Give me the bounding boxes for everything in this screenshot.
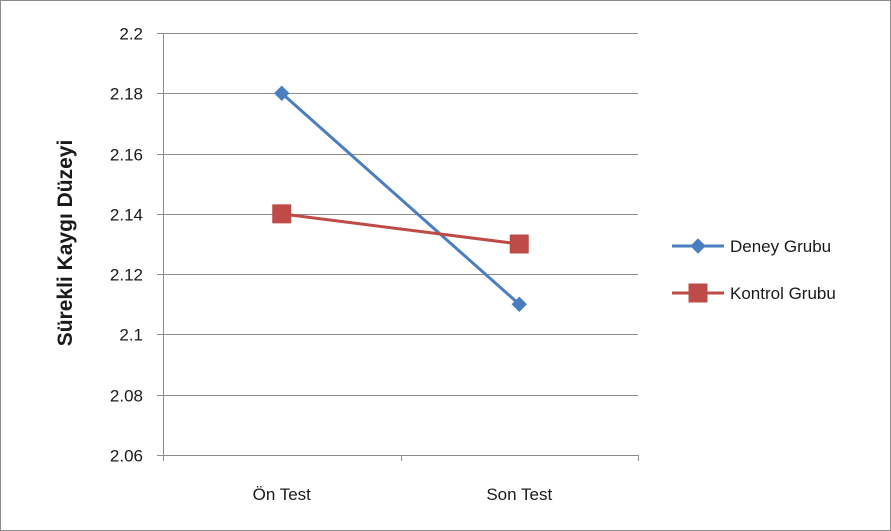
legend[interactable]: Deney Grubu Kontrol Grubu (672, 237, 836, 303)
series-line-0 (280, 92, 521, 306)
y-tick-label-0: 2.06 (110, 447, 143, 466)
y-tick-label-7: 2.2 (119, 25, 143, 44)
data-point-1-1 (509, 234, 529, 254)
data-point-1-0 (272, 204, 292, 224)
data-point-0-0 (274, 85, 290, 101)
x-tick-label-0: Ön Test (253, 485, 312, 504)
y-tick-label-4: 2.14 (110, 206, 143, 225)
legend-label-0: Deney Grubu (730, 237, 831, 256)
gridlines (163, 33, 638, 396)
y-tick-label-3: 2.12 (110, 266, 143, 285)
legend-item-1[interactable]: Kontrol Grubu (672, 283, 836, 303)
y-axis-label: Sürekli Kaygı Düzeyi (54, 140, 77, 347)
series-layer (272, 85, 529, 312)
series-line-1 (281, 212, 520, 246)
series-1 (272, 204, 529, 254)
legend-swatch-marker-0 (690, 238, 706, 254)
y-tick-labels: 2.06 2.08 2.1 2.12 2.14 2.16 2.18 2.2 (110, 25, 163, 466)
series-0 (274, 85, 527, 312)
legend-swatch-marker-1 (688, 283, 708, 303)
legend-item-0[interactable]: Deney Grubu (672, 237, 831, 256)
x-tick-label-1: Son Test (486, 485, 552, 504)
y-tick-label-1: 2.08 (110, 387, 143, 406)
x-tick-labels: Ön Test Son Test (163, 455, 639, 504)
y-tick-label-6: 2.18 (110, 85, 143, 104)
legend-label-1: Kontrol Grubu (730, 284, 836, 303)
y-tick-label-5: 2.16 (110, 146, 143, 165)
y-tick-label-2: 2.1 (119, 326, 143, 345)
data-point-0-1 (511, 296, 527, 312)
